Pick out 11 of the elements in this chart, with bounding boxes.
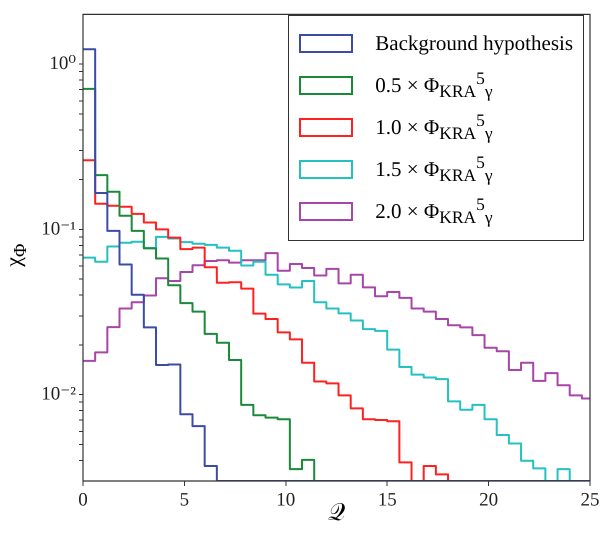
x-tick-label: 10: [276, 489, 296, 510]
y-tick-label: 10⁰: [49, 53, 76, 74]
x-tick-label: 15: [378, 489, 397, 510]
x-tick-label: 0: [78, 489, 88, 510]
y-tick-label: 10⁻²: [41, 384, 76, 405]
x-tick-label: 25: [580, 489, 600, 510]
x-tick-label: 20: [479, 489, 498, 510]
legend-label: Background hypothesis: [375, 30, 573, 56]
x-axis-title: 𝒬: [328, 500, 345, 526]
y-tick-label: 10⁻¹: [41, 218, 76, 240]
x-tick-label: 5: [180, 489, 190, 510]
